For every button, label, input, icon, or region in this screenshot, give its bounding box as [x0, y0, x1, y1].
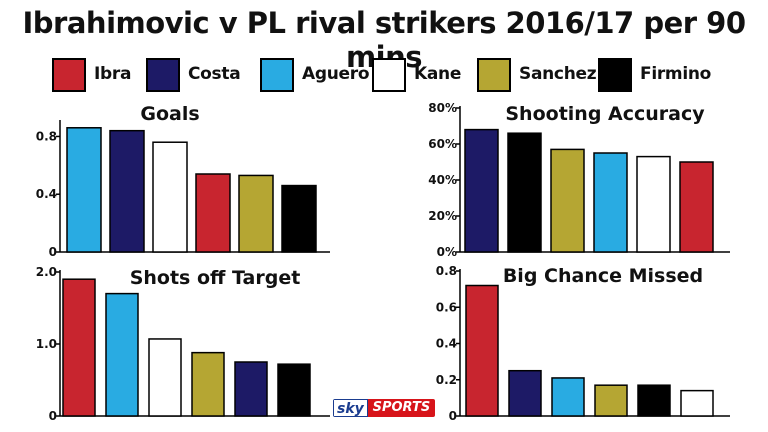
y-tick-label: 20% [428, 209, 457, 223]
legend-swatch [260, 58, 294, 92]
y-tick-label: 0.2 [436, 373, 457, 387]
chart-title: Big Chance Missed [503, 265, 703, 287]
y-tick-label: 1.0 [36, 337, 57, 351]
logo-sports-text: SPORTS [367, 399, 435, 417]
y-tick-label: 0.4 [36, 187, 57, 201]
y-tick-label: 0% [437, 245, 457, 259]
legend-swatch [52, 58, 86, 92]
y-tick-label: 40% [428, 173, 457, 187]
chart-panel: 0 0.2 0.4 0.6 0.8 Big Chance Missed [436, 264, 730, 423]
bar-sanchez [238, 174, 274, 253]
y-tick-label: 0.6 [436, 300, 457, 314]
logo-sky-text: sky [333, 399, 368, 417]
chart-title: Goals [140, 103, 199, 125]
y-tick-label: 0 [49, 245, 57, 259]
legend-label: Sanchez [519, 64, 597, 84]
bar-firmino [507, 132, 542, 253]
y-tick-label: 80% [428, 101, 457, 115]
bar-kane [636, 155, 671, 253]
bar-firmino [277, 363, 311, 417]
bar-kane [148, 338, 182, 417]
bar-sanchez [191, 351, 225, 417]
bar-sanchez [594, 384, 628, 417]
legend-label: Kane [414, 64, 462, 84]
bar-aguero [593, 152, 628, 253]
legend-label: Firmino [640, 64, 712, 84]
bar-aguero [66, 127, 102, 253]
bar-costa [234, 361, 268, 417]
page-title: Ibrahimovic v PL rival strikers 2016/17 … [22, 6, 747, 74]
bar-aguero [105, 292, 139, 417]
bar-costa [109, 129, 145, 253]
bar-aguero [551, 377, 585, 417]
bar-firmino [637, 384, 671, 417]
y-tick-label: 0.4 [436, 337, 457, 351]
y-tick-label: 0 [449, 409, 457, 423]
legend-label: Aguero [302, 64, 370, 84]
chart-title: Shooting Accuracy [505, 103, 705, 125]
y-tick-label: 0.8 [436, 264, 457, 278]
legend-swatch [372, 58, 406, 92]
chart-panel: 0 1.0 2.0 Shots off Target [36, 265, 330, 423]
legend-label: Ibra [94, 64, 132, 84]
bar-kane [680, 389, 714, 417]
bar-ibra [465, 284, 499, 417]
legend-swatch [477, 58, 511, 92]
chart-title: Shots off Target [130, 267, 301, 289]
bar-sanchez [550, 148, 585, 253]
legend-label: Costa [188, 64, 241, 84]
bar-ibra [62, 278, 96, 417]
chart-panel: 0% 20% 40% 60% 80% Shooting Accuracy [428, 101, 730, 259]
bar-ibra [679, 161, 714, 253]
legend: Ibra Costa Aguero Kane Sanchez Firmino [0, 55, 768, 95]
y-tick-label: 0 [49, 409, 57, 423]
bar-ibra [195, 173, 231, 253]
chart-panel: 0 0.4 0.8 Goals [36, 103, 330, 259]
bar-costa [508, 369, 542, 417]
bar-kane [152, 141, 188, 253]
legend-swatch [598, 58, 632, 92]
legend-swatch [146, 58, 180, 92]
bar-firmino [281, 184, 317, 253]
y-tick-label: 60% [428, 137, 457, 151]
bar-costa [464, 128, 499, 253]
y-tick-label: 2.0 [36, 265, 57, 279]
sky-sports-logo: sky SPORTS [333, 399, 435, 417]
y-tick-label: 0.8 [36, 129, 57, 143]
